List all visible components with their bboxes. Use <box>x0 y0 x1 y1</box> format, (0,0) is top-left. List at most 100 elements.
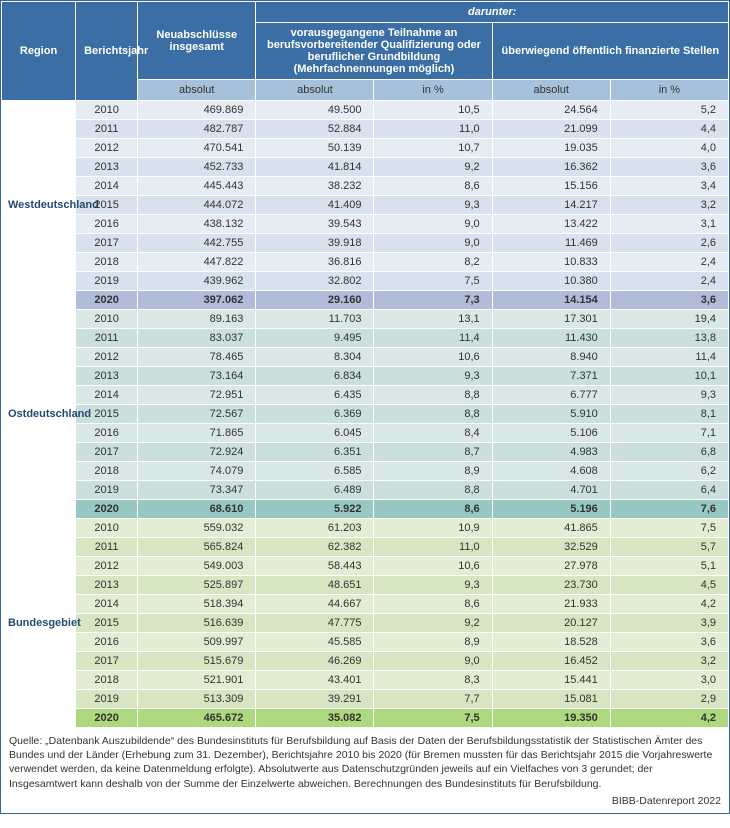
total-cell: 465.672 <box>138 709 256 728</box>
col-year: Berichtsjahr <box>76 2 138 101</box>
pub-pct-cell: 4,4 <box>610 120 728 139</box>
pub-pct-cell: 5,1 <box>610 557 728 576</box>
prev-pct-cell: 13,1 <box>374 310 492 329</box>
prev-abs-cell: 39.543 <box>256 215 374 234</box>
col-total: Neuabschlüsse insgesamt <box>138 2 256 80</box>
table-row: 201373.1646.8349,37.37110,1 <box>2 367 729 386</box>
year-cell: 2017 <box>76 443 138 462</box>
year-cell: 2013 <box>76 158 138 177</box>
pub-abs-cell: 16.452 <box>492 652 610 671</box>
prev-pct-cell: 10,5 <box>374 101 492 120</box>
prev-pct-cell: 9,0 <box>374 215 492 234</box>
pub-pct-cell: 19,4 <box>610 310 728 329</box>
pub-pct-cell: 10,1 <box>610 367 728 386</box>
prev-pct-cell: 9,0 <box>374 234 492 253</box>
prev-abs-cell: 36.816 <box>256 253 374 272</box>
table-row: 2015444.07241.4099,314.2173,2 <box>2 196 729 215</box>
prev-abs-cell: 41.814 <box>256 158 374 177</box>
prev-abs-cell: 39.918 <box>256 234 374 253</box>
table-row: 2014518.39444.6678,621.9334,2 <box>2 595 729 614</box>
total-cell: 516.639 <box>138 614 256 633</box>
pub-pct-cell: 2,6 <box>610 234 728 253</box>
pub-pct-cell: 7,1 <box>610 424 728 443</box>
pub-abs-cell: 15.156 <box>492 177 610 196</box>
prev-pct-cell: 9,0 <box>374 652 492 671</box>
prev-pct-cell: 10,6 <box>374 348 492 367</box>
pub-abs-cell: 7.371 <box>492 367 610 386</box>
sub-prev-abs: absolut <box>256 80 374 101</box>
credit-line: BIBB-Datenreport 2022 <box>1 795 729 813</box>
total-cell: 444.072 <box>138 196 256 215</box>
table-row: 2013525.89748.6519,323.7304,5 <box>2 576 729 595</box>
prev-pct-cell: 8,2 <box>374 253 492 272</box>
total-cell: 518.394 <box>138 595 256 614</box>
prev-abs-cell: 38.232 <box>256 177 374 196</box>
year-cell: 2011 <box>76 120 138 139</box>
prev-abs-cell: 6.045 <box>256 424 374 443</box>
pub-abs-cell: 11.469 <box>492 234 610 253</box>
prev-abs-cell: 9.495 <box>256 329 374 348</box>
pub-abs-cell: 11.430 <box>492 329 610 348</box>
table-row: 2012549.00358.44310,627.9785,1 <box>2 557 729 576</box>
total-cell: 515.679 <box>138 652 256 671</box>
year-cell: 2020 <box>76 709 138 728</box>
pub-pct-cell: 3,4 <box>610 177 728 196</box>
pub-pct-cell: 11,4 <box>610 348 728 367</box>
pub-pct-cell: 3,6 <box>610 291 728 310</box>
table-row: 201278.4658.30410,68.94011,4 <box>2 348 729 367</box>
prev-pct-cell: 8,6 <box>374 177 492 196</box>
table-row: Westdeutschland2010469.86949.50010,524.5… <box>2 101 729 120</box>
pub-pct-cell: 6,2 <box>610 462 728 481</box>
year-cell: 2012 <box>76 348 138 367</box>
pub-abs-cell: 19.350 <box>492 709 610 728</box>
table-row: 201772.9246.3518,74.9836,8 <box>2 443 729 462</box>
prev-pct-cell: 9,3 <box>374 196 492 215</box>
total-cell: 73.347 <box>138 481 256 500</box>
total-cell: 521.901 <box>138 671 256 690</box>
pub-abs-cell: 8.940 <box>492 348 610 367</box>
year-cell: 2020 <box>76 500 138 519</box>
year-cell: 2017 <box>76 234 138 253</box>
total-cell: 71.865 <box>138 424 256 443</box>
table-row: 2017442.75539.9189,011.4692,6 <box>2 234 729 253</box>
prev-abs-cell: 35.082 <box>256 709 374 728</box>
year-cell: 2019 <box>76 272 138 291</box>
year-cell: 2019 <box>76 690 138 709</box>
pub-pct-cell: 3,1 <box>610 215 728 234</box>
col-darunter: darunter: <box>256 2 729 23</box>
pub-abs-cell: 10.380 <box>492 272 610 291</box>
prev-abs-cell: 11.703 <box>256 310 374 329</box>
region-cell: Westdeutschland <box>2 101 76 310</box>
total-cell: 72.567 <box>138 405 256 424</box>
year-cell: 2018 <box>76 462 138 481</box>
total-cell: 525.897 <box>138 576 256 595</box>
pub-abs-cell: 32.529 <box>492 538 610 557</box>
pub-abs-cell: 41.865 <box>492 519 610 538</box>
prev-abs-cell: 61.203 <box>256 519 374 538</box>
prev-pct-cell: 7,7 <box>374 690 492 709</box>
prev-abs-cell: 48.651 <box>256 576 374 595</box>
year-cell: 2018 <box>76 671 138 690</box>
prev-pct-cell: 8,9 <box>374 462 492 481</box>
table-row: 2020397.06229.1607,314.1543,6 <box>2 291 729 310</box>
pub-pct-cell: 7,6 <box>610 500 728 519</box>
pub-abs-cell: 5.106 <box>492 424 610 443</box>
pub-abs-cell: 4.983 <box>492 443 610 462</box>
source-footnote: Quelle: „Datenbank Auszubildende“ des Bu… <box>1 728 729 795</box>
pub-pct-cell: 8,1 <box>610 405 728 424</box>
table-row: 201671.8656.0458,45.1067,1 <box>2 424 729 443</box>
total-cell: 89.163 <box>138 310 256 329</box>
total-cell: 549.003 <box>138 557 256 576</box>
table-row: 2012470.54150.13910,719.0354,0 <box>2 139 729 158</box>
total-cell: 74.079 <box>138 462 256 481</box>
year-cell: 2015 <box>76 614 138 633</box>
region-cell: Ostdeutschland <box>2 310 76 519</box>
total-cell: 509.997 <box>138 633 256 652</box>
pub-abs-cell: 17.301 <box>492 310 610 329</box>
year-cell: 2014 <box>76 177 138 196</box>
total-cell: 442.755 <box>138 234 256 253</box>
pub-pct-cell: 4,2 <box>610 595 728 614</box>
sub-pub-pct: in % <box>610 80 728 101</box>
prev-pct-cell: 10,9 <box>374 519 492 538</box>
pub-pct-cell: 5,2 <box>610 101 728 120</box>
